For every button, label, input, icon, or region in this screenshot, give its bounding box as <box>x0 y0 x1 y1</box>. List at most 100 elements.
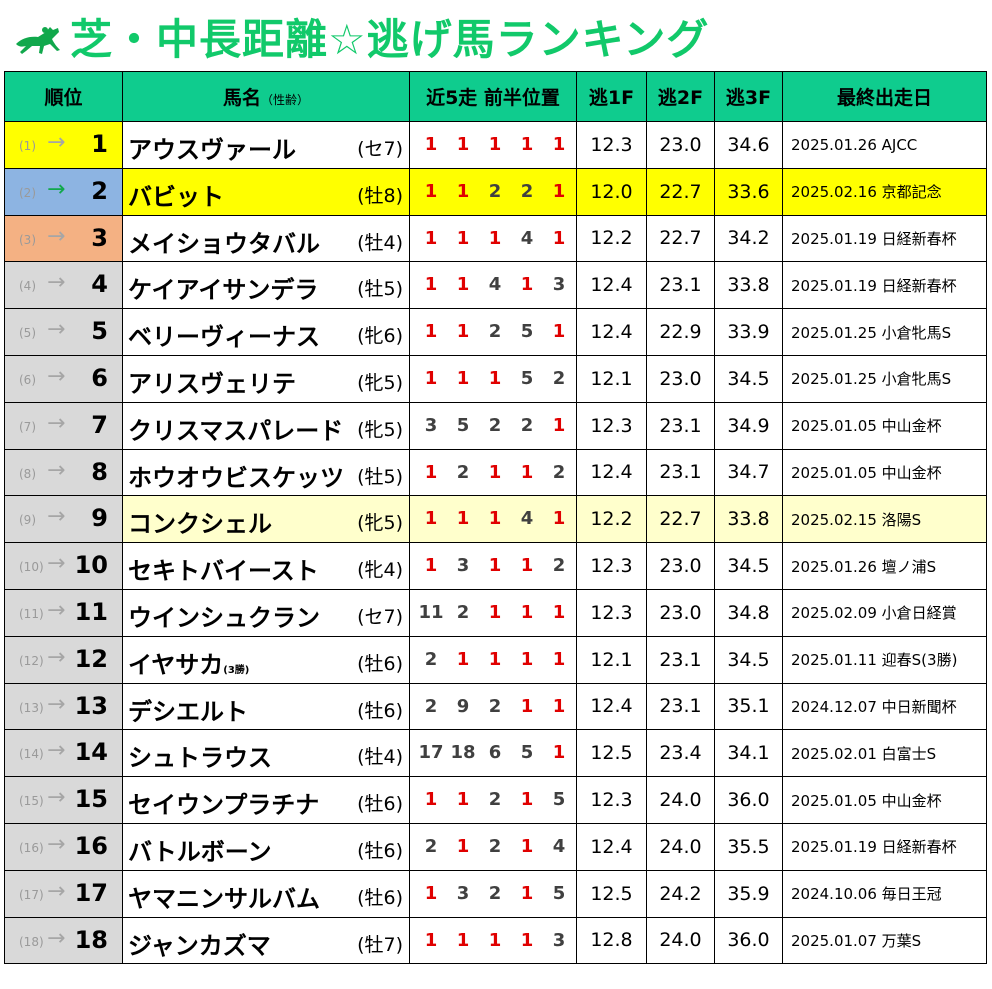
arrow-right-icon: → <box>47 551 66 577</box>
recent-run-position: 2 <box>520 180 534 202</box>
horse-cell: ウインシュクラン (セ7) <box>122 588 410 637</box>
lead-1f: 12.1 <box>576 635 647 684</box>
current-rank: 2 <box>91 176 108 205</box>
recent-run-position: 1 <box>520 695 534 717</box>
horse-name: ホウオウビスケッツ <box>128 458 344 493</box>
rank-cell: (17) → 17 <box>4 869 123 918</box>
rank-cell: (7) → 7 <box>4 401 123 450</box>
sex-age: (牡6) <box>357 793 403 816</box>
last-race: 2025.01.05 中山金杯 <box>782 448 987 497</box>
arrow-right-icon: → <box>47 597 66 623</box>
horse-cell: バビット (牡8) <box>122 167 410 216</box>
horse-name-text: ヤマニンサルバム <box>128 884 320 913</box>
horse-cell: アリスヴェリテ (牝5) <box>122 354 410 403</box>
last-race: 2025.01.05 中山金杯 <box>782 776 987 824</box>
last-race: 2025.01.19 日経新春杯 <box>782 822 987 871</box>
last-race: 2025.01.05 中山金杯 <box>782 401 987 450</box>
horse-name-text: セキトバイースト <box>128 557 319 586</box>
recent-run-position: 1 <box>456 274 470 296</box>
lead-3f: 34.1 <box>714 729 783 778</box>
lead-3f: 36.0 <box>714 776 783 824</box>
recent-run-position: 1 <box>552 134 566 155</box>
horse-name-text: ホウオウビスケッツ <box>128 463 344 492</box>
recent-run-position: 1 <box>424 274 438 296</box>
arrow-right-icon: → <box>47 925 66 951</box>
horse-name: デシエルト <box>128 692 248 727</box>
previous-rank: (5) <box>19 326 36 341</box>
rank-cell: (13) → 13 <box>4 682 123 731</box>
recent-run-position: 1 <box>424 180 438 202</box>
horse-class-note: (3勝) <box>223 664 250 676</box>
recent-run-position: 1 <box>456 648 470 670</box>
arrow-right-icon: → <box>47 878 66 904</box>
current-rank: 14 <box>74 738 108 767</box>
lead-2f: 23.0 <box>646 121 715 169</box>
previous-rank: (6) <box>19 372 36 387</box>
recent-run-position: 9 <box>456 695 470 717</box>
recent-run-position: 2 <box>488 789 502 811</box>
recent-run-position: 5 <box>456 414 470 436</box>
lead-3f: 34.5 <box>714 354 783 403</box>
recent-run-position: 1 <box>488 508 502 530</box>
recent-run-position: 1 <box>456 929 470 951</box>
current-rank: 9 <box>91 504 108 533</box>
lead-1f: 12.3 <box>576 588 647 637</box>
recent-run-position: 1 <box>520 929 534 951</box>
rank-cell: (8) → 8 <box>4 448 123 497</box>
last-race: 2025.01.19 日経新春杯 <box>782 261 987 310</box>
previous-rank: (9) <box>19 513 36 528</box>
table-row: (14) → 14 シュトラウス (牡4) 17 18 6 5 1 12.5 23.4 … <box>4 729 987 778</box>
horse-cell: メイショウタバル (牡4) <box>122 214 410 263</box>
last-race: 2024.12.07 中日新聞杯 <box>782 682 987 731</box>
lead-3f: 34.8 <box>714 588 783 637</box>
recent-run-position: 1 <box>424 227 438 249</box>
header-name-label: 馬名 <box>222 87 261 109</box>
recent-run-position: 4 <box>520 508 534 530</box>
current-rank: 5 <box>91 317 108 346</box>
lead-1f: 12.0 <box>576 167 647 216</box>
recent-run-position: 1 <box>488 929 502 951</box>
lead-3f: 35.9 <box>714 869 783 918</box>
current-rank: 1 <box>91 130 108 158</box>
horse-cell: セイウンプラチナ (牡6) <box>122 776 410 824</box>
lead-2f: 23.1 <box>646 635 715 684</box>
lead-2f: 22.7 <box>646 167 715 216</box>
lead-2f: 23.0 <box>646 542 715 590</box>
lead-2f: 23.1 <box>646 261 715 310</box>
title-bar: 芝・中長距離☆逃げ馬ランキング <box>0 0 992 70</box>
recent-run-position: 1 <box>520 835 534 857</box>
lead-1f: 12.3 <box>576 121 647 169</box>
sex-age: (牡6) <box>357 652 403 675</box>
sex-age: (セ7) <box>357 138 403 160</box>
horse-cell: アウスヴァール (セ7) <box>122 121 410 169</box>
lead-3f: 34.2 <box>714 214 783 263</box>
lead-1f: 12.3 <box>576 776 647 824</box>
lead-3f: 33.8 <box>714 261 783 310</box>
lead-3f: 34.5 <box>714 635 783 684</box>
horse-name: コンクシェル <box>128 504 272 539</box>
recent-run-position: 2 <box>488 835 502 857</box>
recent-run-position: 1 <box>520 648 534 670</box>
header-row: 順位 馬名（性齢） 近5走 前半位置 逃1F 逃2F 逃3F 最終出走日 <box>4 71 987 122</box>
rank-cell: (18) → 18 <box>4 916 123 965</box>
last-race: 2025.01.25 小倉牝馬S <box>782 354 987 403</box>
recent-run-position: 1 <box>488 134 502 155</box>
horse-cell: コンクシェル (牝5) <box>122 495 410 544</box>
previous-rank: (4) <box>19 279 36 294</box>
current-rank: 18 <box>74 925 108 954</box>
recent-run-position: 4 <box>520 227 534 249</box>
horse-cell: デシエルト (牡6) <box>122 682 410 731</box>
last-race: 2025.01.07 万葉S <box>782 916 987 965</box>
horse-name-text: バビット <box>128 182 224 211</box>
recent-run-position: 1 <box>488 555 502 577</box>
sex-age: (牡5) <box>357 278 403 301</box>
recent-run-position: 4 <box>552 835 566 857</box>
recent-run-position: 1 <box>552 648 566 670</box>
last-race: 2025.01.19 日経新春杯 <box>782 214 987 263</box>
sex-age: (牡8) <box>357 184 403 207</box>
